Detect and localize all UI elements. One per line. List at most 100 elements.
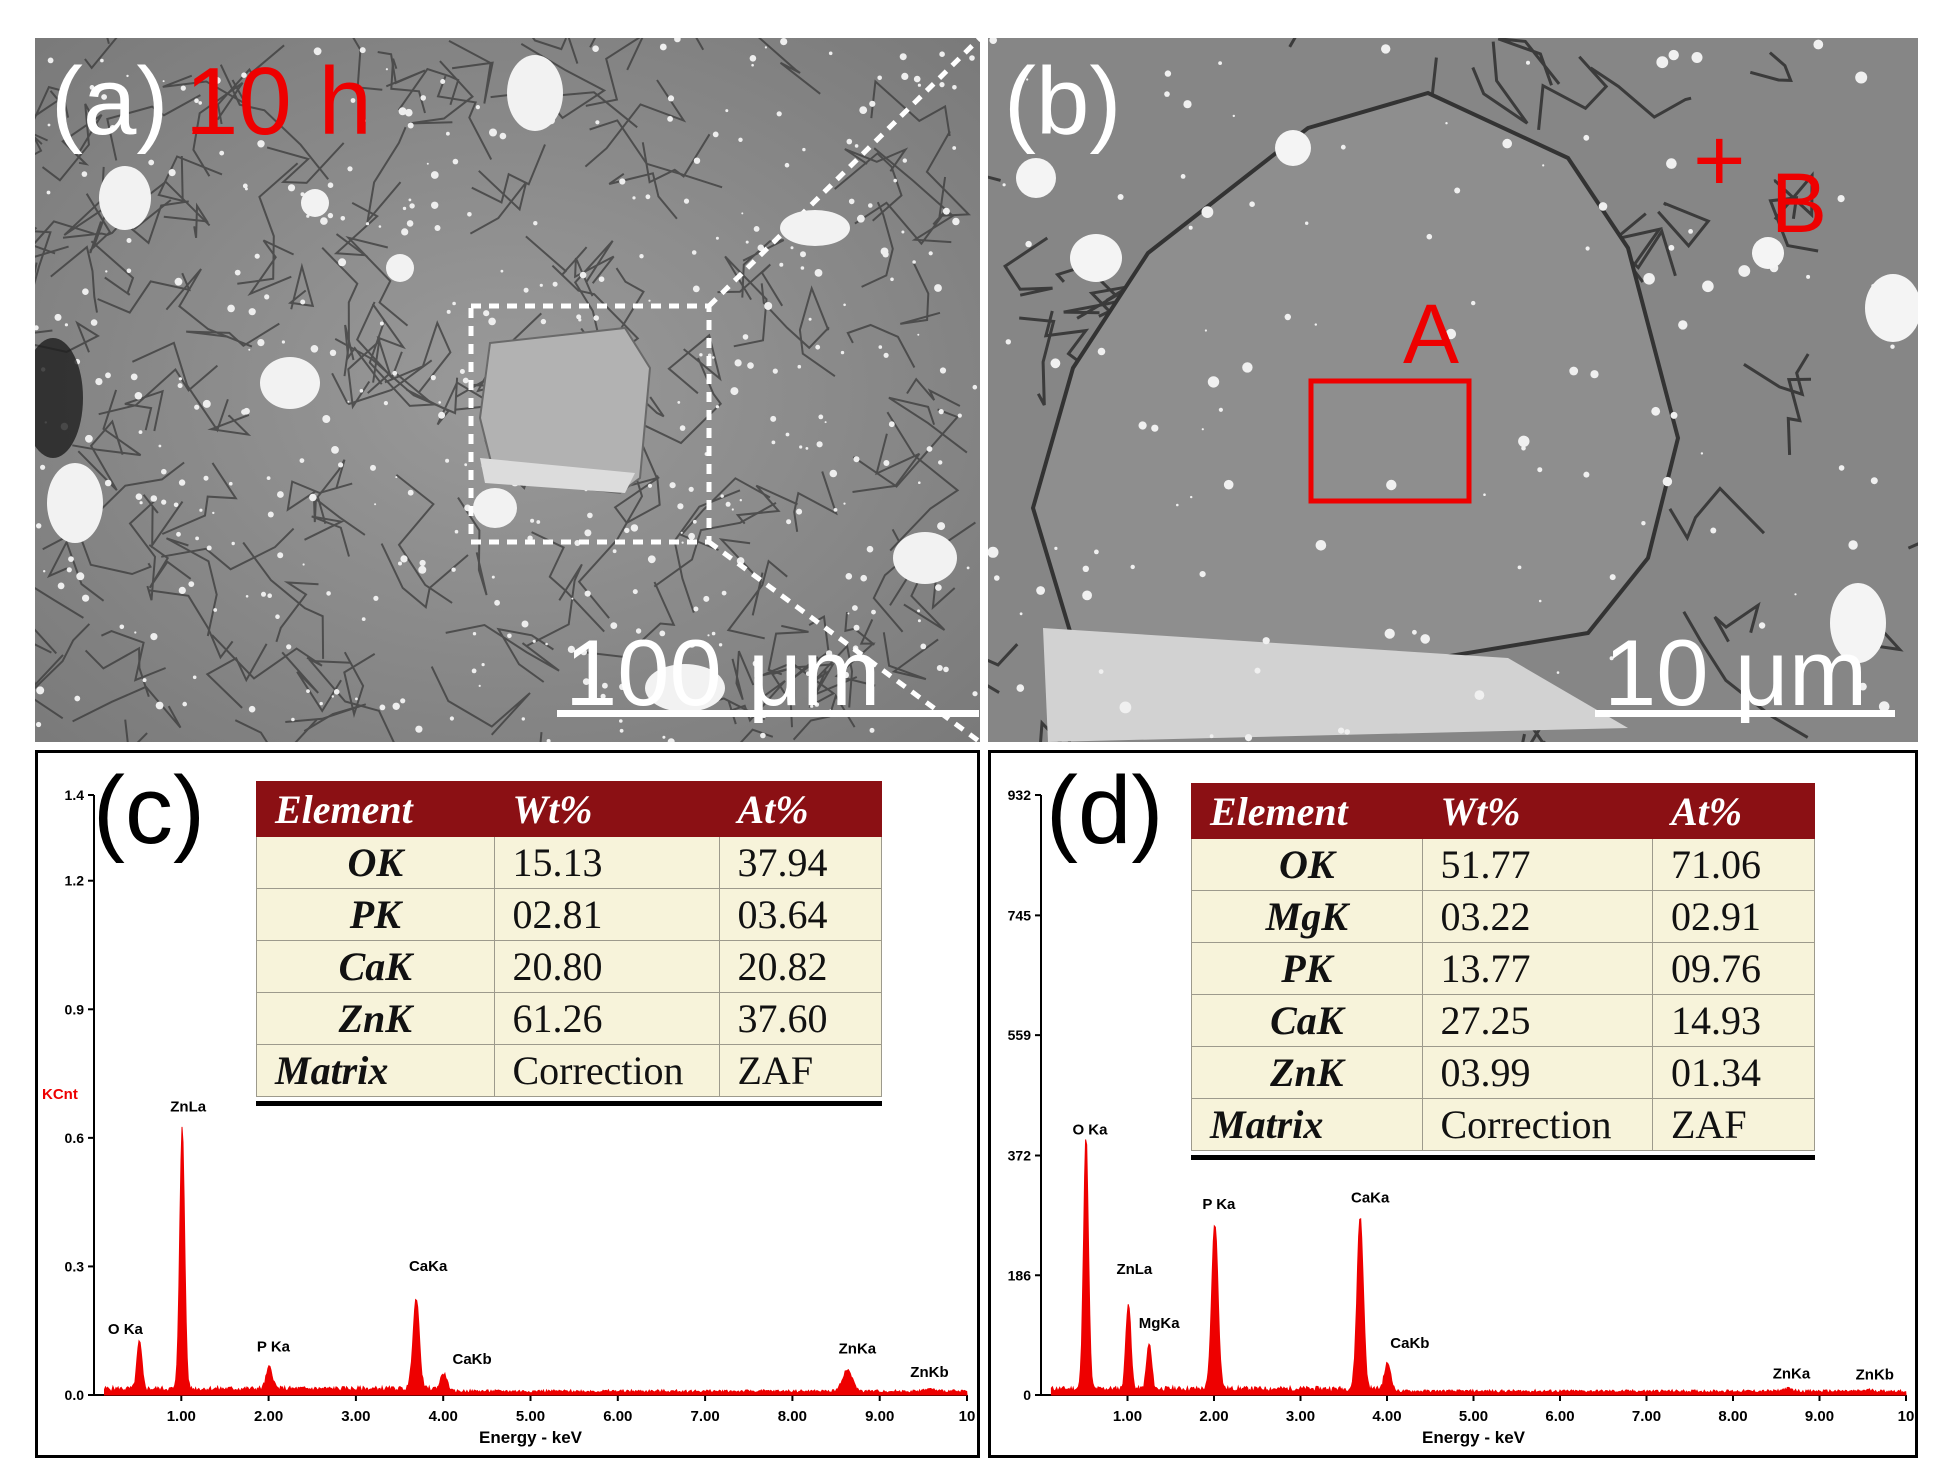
at-cell: 20.82 bbox=[718, 940, 882, 993]
scale-text-a: 100 μm bbox=[565, 620, 881, 725]
region-A-label: A bbox=[1403, 287, 1460, 381]
y-tick-label: 0.9 bbox=[65, 1001, 85, 1017]
peak-label: O Ka bbox=[1072, 1122, 1108, 1139]
element-cell: PK bbox=[256, 888, 495, 941]
wt-cell: 15.13 bbox=[493, 836, 720, 889]
peak-label: P Ka bbox=[1202, 1196, 1236, 1213]
element-cell: OK bbox=[256, 836, 495, 889]
composition-table-d: Element Wt% At% OK 51.77 71.06 MgK 03.22 02.… bbox=[1191, 783, 1815, 1151]
x-tick-label: 3.00 bbox=[341, 1408, 370, 1425]
x-tick-label: 2.00 bbox=[254, 1408, 283, 1425]
header-at: At% bbox=[1652, 783, 1815, 839]
y-tick-label: 745 bbox=[1008, 907, 1032, 923]
table-header-row: Element Wt% At% bbox=[256, 781, 882, 837]
table-row: ZnK 03.99 01.34 bbox=[1191, 1046, 1815, 1099]
spectrum-series bbox=[104, 1126, 968, 1396]
panel-label-a: (a) bbox=[51, 48, 169, 155]
y-tick-label: 0.6 bbox=[65, 1130, 85, 1146]
x-axis-label: Energy - keV bbox=[1422, 1428, 1526, 1447]
wt-cell: 27.25 bbox=[1421, 994, 1653, 1047]
y-tick-label: 1.2 bbox=[65, 873, 85, 889]
x-tick-label: 4.00 bbox=[429, 1408, 458, 1425]
wt-cell: 51.77 bbox=[1421, 838, 1653, 891]
header-wt: Wt% bbox=[1421, 783, 1653, 839]
x-tick-label: 8.00 bbox=[1718, 1408, 1747, 1425]
element-cell: ZnK bbox=[1191, 1046, 1423, 1099]
table-rule bbox=[1191, 1155, 1815, 1160]
x-tick-label: 6.00 bbox=[603, 1408, 632, 1425]
y-tick-label: 559 bbox=[1008, 1027, 1032, 1043]
table-row: CaK 20.80 20.82 bbox=[256, 940, 882, 993]
spectrum-series bbox=[1050, 1139, 1907, 1396]
peak-label: O Ka bbox=[108, 1321, 144, 1338]
scale-text-b: 10 μm bbox=[1604, 620, 1868, 725]
element-cell: PK bbox=[1191, 942, 1423, 995]
x-tick-label: 4.00 bbox=[1372, 1408, 1401, 1425]
peak-label: ZnKa bbox=[1773, 1365, 1811, 1382]
peak-label: ZnKb bbox=[1856, 1367, 1894, 1384]
x-tick-label: 9.00 bbox=[1805, 1408, 1834, 1425]
x-tick-label: 1.00 bbox=[167, 1408, 196, 1425]
at-cell: ZAF bbox=[1652, 1098, 1815, 1151]
element-cell: CaK bbox=[1191, 994, 1423, 1047]
element-cell: Matrix bbox=[256, 1044, 495, 1097]
x-tick-label: 6.00 bbox=[1545, 1408, 1574, 1425]
table-row: OK 51.77 71.06 bbox=[1191, 838, 1815, 891]
x-tick-label: 10 bbox=[959, 1408, 976, 1425]
at-cell: 01.34 bbox=[1652, 1046, 1815, 1099]
table-row: PK 02.81 03.64 bbox=[256, 888, 882, 941]
table-row: ZnK 61.26 37.60 bbox=[256, 992, 882, 1045]
eds-panel-c: 0.0 0.3 0.6 0.9 1.2 1.4 1.00 2.00 3.00 4.00 5.00 6.… bbox=[35, 750, 980, 1458]
sem-texture-b bbox=[988, 38, 1918, 742]
table-rule bbox=[256, 1101, 882, 1106]
peak-label: CaKb bbox=[1390, 1335, 1429, 1352]
wt-cell: 03.99 bbox=[1421, 1046, 1653, 1099]
point-B-label: B bbox=[1771, 156, 1828, 250]
peak-label: ZnLa bbox=[1116, 1261, 1152, 1278]
peak-label: ZnKb bbox=[910, 1364, 948, 1381]
wt-cell: 61.26 bbox=[493, 992, 720, 1045]
header-element: Element bbox=[1191, 783, 1423, 839]
composition-table-c: Element Wt% At% OK 15.13 37.94 PK 02.81 03.6… bbox=[256, 781, 882, 1097]
x-tick-label: 5.00 bbox=[516, 1408, 545, 1425]
y-tick-label: 0 bbox=[1023, 1387, 1031, 1403]
y-tick-label: 0.0 bbox=[65, 1387, 85, 1403]
eds-spectrum-d: 0 186 372 559 745 932 1.00 2.00 3.00 4.00 5.00 6.00… bbox=[1008, 787, 1915, 1447]
wt-cell: 20.80 bbox=[493, 940, 720, 993]
table-row: MgK 03.22 02.91 bbox=[1191, 890, 1815, 943]
at-cell: 02.91 bbox=[1652, 890, 1815, 943]
at-cell: ZAF bbox=[718, 1044, 882, 1097]
at-cell: 71.06 bbox=[1652, 838, 1815, 891]
header-at: At% bbox=[718, 781, 882, 837]
element-cell: ZnK bbox=[256, 992, 495, 1045]
wt-cell: 13.77 bbox=[1421, 942, 1653, 995]
scale-bar-b bbox=[1595, 710, 1895, 717]
y-tick-label: 1.4 bbox=[65, 787, 85, 803]
eds-spectrum-c: 0.0 0.3 0.6 0.9 1.2 1.4 1.00 2.00 3.00 4.00 5.00 6.… bbox=[42, 787, 976, 1447]
element-cell: MgK bbox=[1191, 890, 1423, 943]
element-cell: Matrix bbox=[1191, 1098, 1423, 1151]
y-tick-label: 372 bbox=[1008, 1148, 1032, 1164]
element-cell: CaK bbox=[256, 940, 495, 993]
y-tick-label: 186 bbox=[1008, 1267, 1032, 1283]
panel-label-d: (d) bbox=[1046, 757, 1164, 864]
peak-label: CaKb bbox=[452, 1351, 491, 1368]
peak-label: ZnKa bbox=[839, 1341, 877, 1358]
wt-cell: 02.81 bbox=[493, 888, 720, 941]
x-tick-label: 5.00 bbox=[1459, 1408, 1488, 1425]
eds-panel-d: 0 186 372 559 745 932 1.00 2.00 3.00 4.00 5.00 6.00… bbox=[988, 750, 1918, 1458]
wt-cell: Correction bbox=[493, 1044, 720, 1097]
element-cell: OK bbox=[1191, 838, 1423, 891]
point-B-marker: + bbox=[1693, 111, 1746, 211]
x-tick-label: 1.00 bbox=[1113, 1408, 1142, 1425]
x-tick-label: 2.00 bbox=[1199, 1408, 1228, 1425]
x-tick-label: 7.00 bbox=[1632, 1408, 1661, 1425]
peak-label: MgKa bbox=[1139, 1315, 1180, 1332]
sem-image-b: (b) A + B 10 μm bbox=[988, 38, 1918, 742]
y-tick-label: 932 bbox=[1008, 787, 1032, 803]
panel-label-b: (b) bbox=[1004, 48, 1122, 155]
table-row: OK 15.13 37.94 bbox=[256, 836, 882, 889]
x-tick-label: 8.00 bbox=[778, 1408, 807, 1425]
peak-label: ZnLa bbox=[170, 1099, 206, 1116]
sem-image-a: (a) 10 h 100 μm bbox=[35, 38, 980, 742]
